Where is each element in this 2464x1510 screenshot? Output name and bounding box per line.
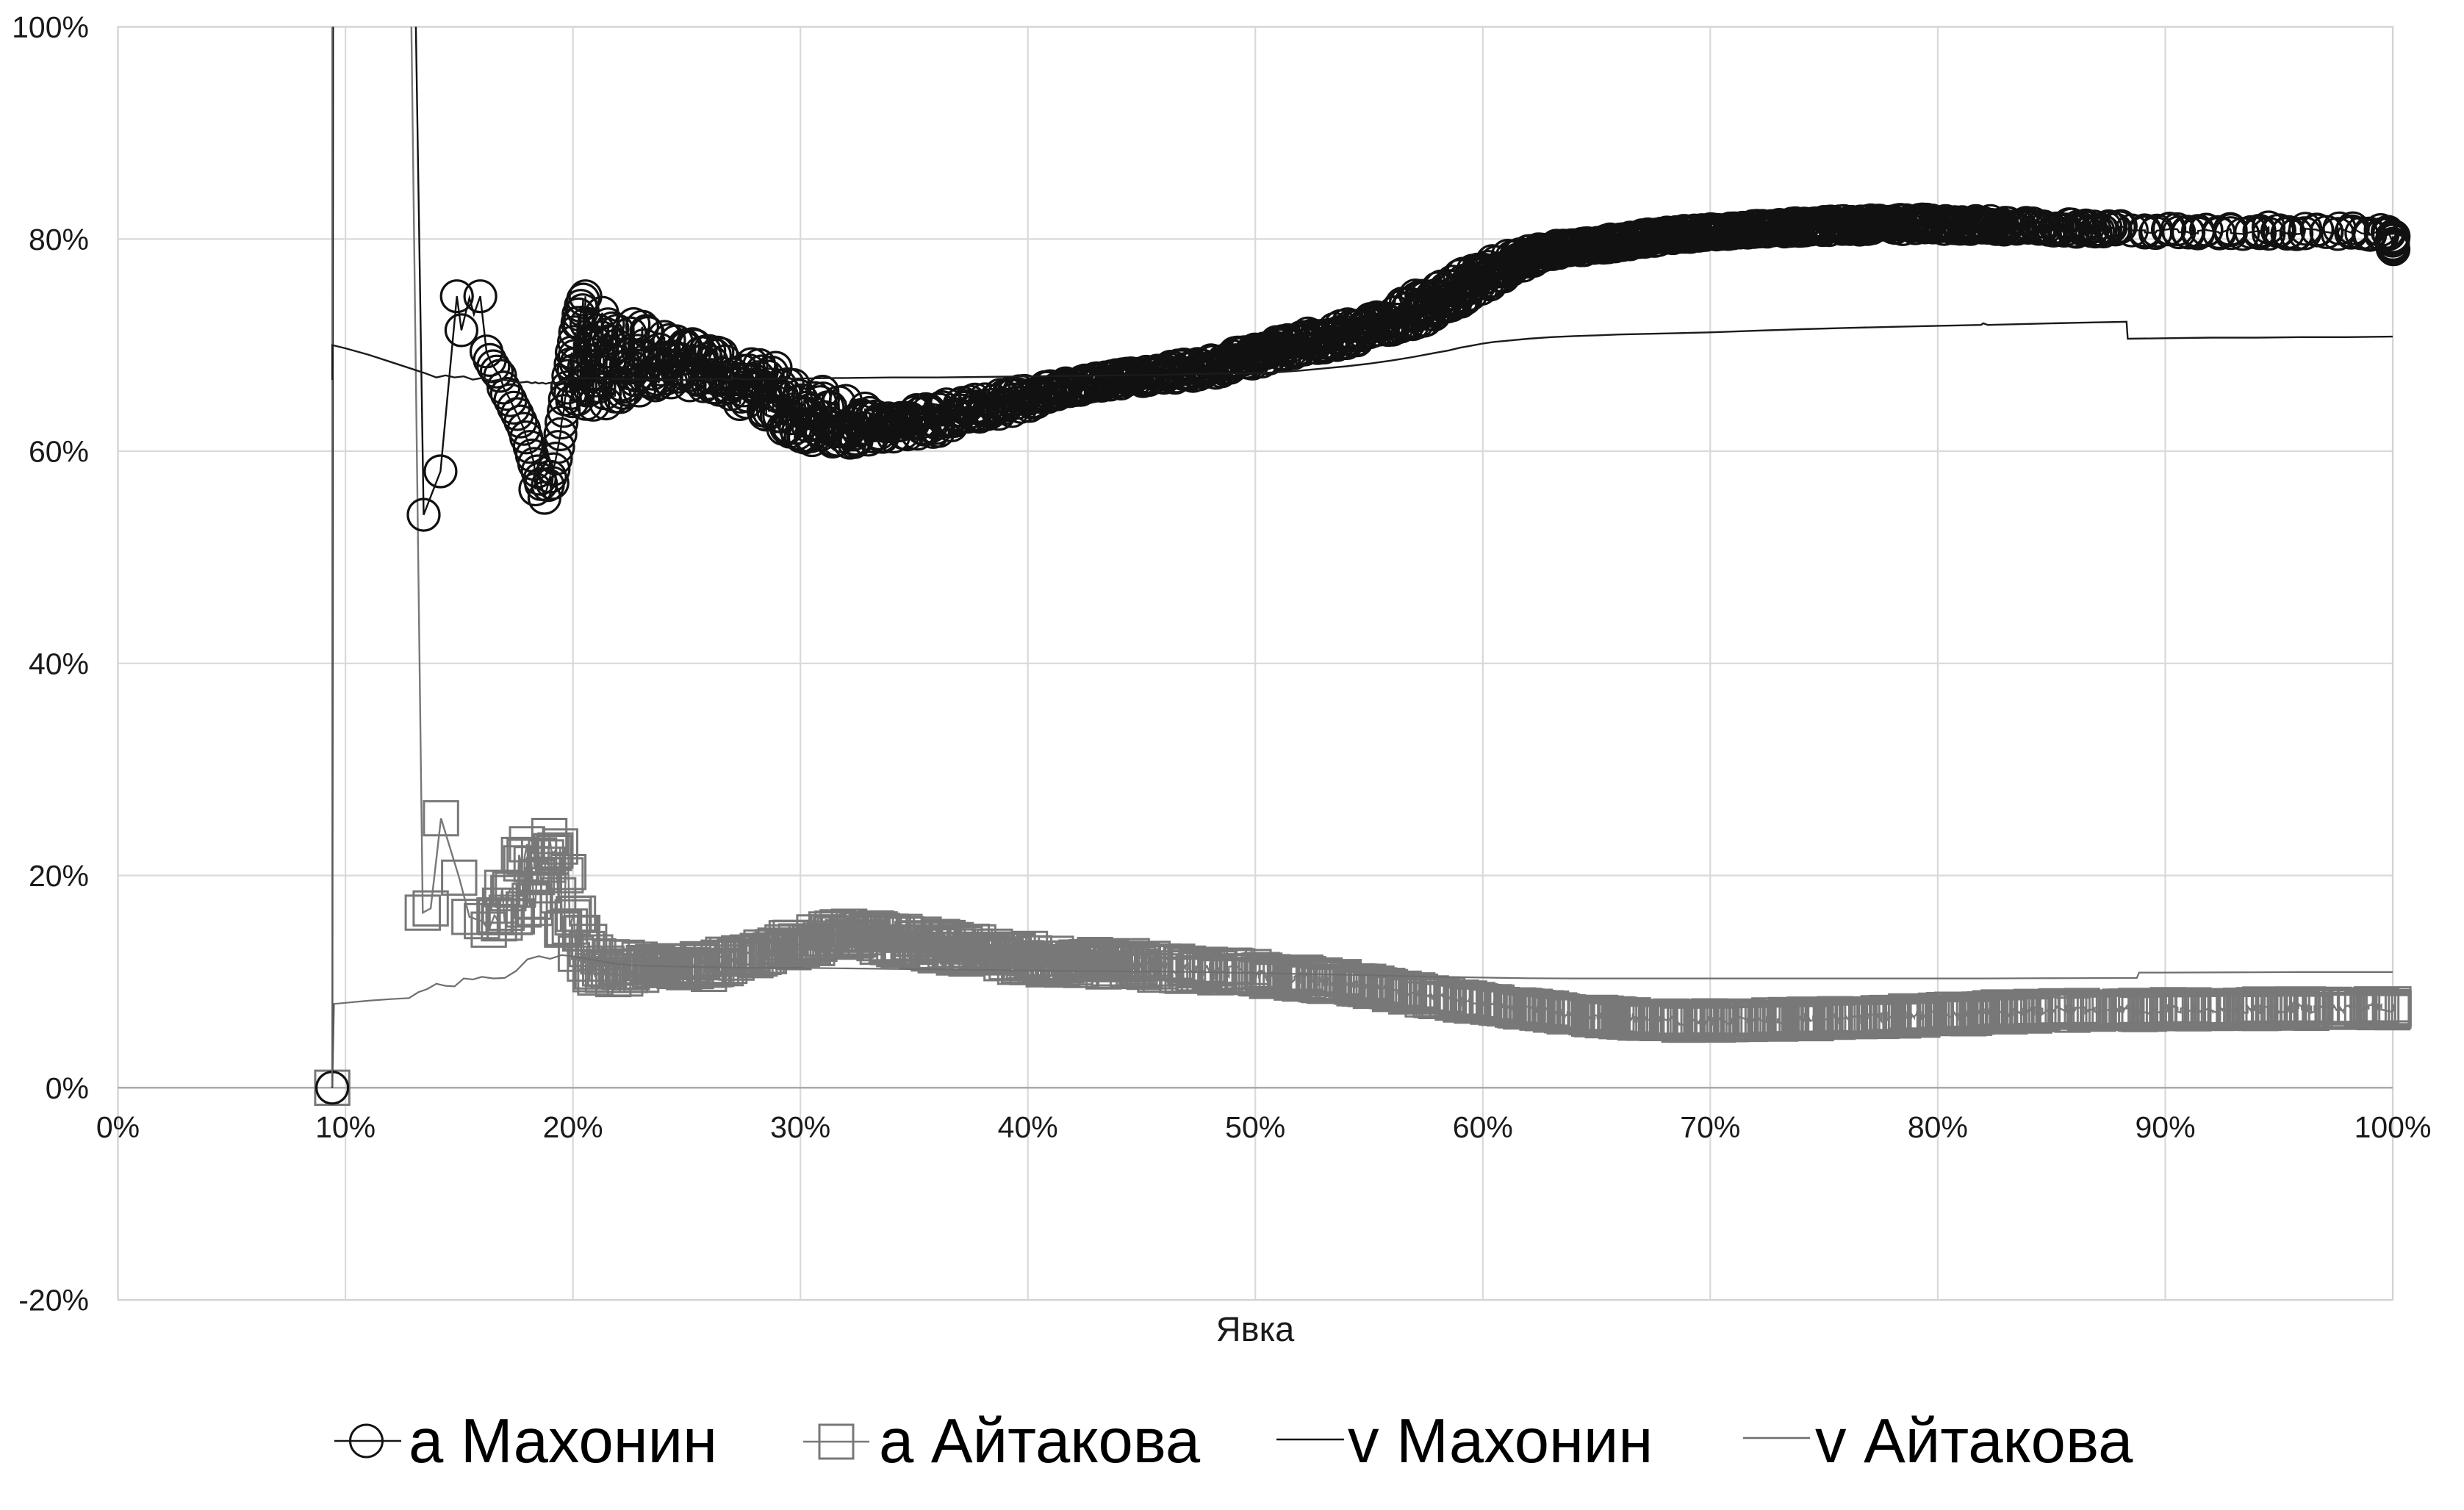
svg-text:а Айтакова: а Айтакова [879,1406,1201,1476]
svg-text:-20%: -20% [18,1284,89,1317]
svg-text:0%: 0% [96,1110,140,1144]
svg-text:а Махонин: а Махонин [409,1406,717,1476]
svg-text:80%: 80% [29,223,89,256]
svg-text:70%: 70% [1680,1110,1740,1144]
svg-text:40%: 40% [29,647,89,680]
svg-text:0%: 0% [46,1071,89,1105]
svg-text:50%: 50% [1225,1110,1285,1144]
svg-text:20%: 20% [543,1110,603,1144]
svg-text:60%: 60% [1453,1110,1513,1144]
svg-text:60%: 60% [29,435,89,469]
svg-text:20%: 20% [29,859,89,893]
svg-text:10%: 10% [315,1110,376,1144]
svg-text:90%: 90% [2135,1110,2195,1144]
svg-text:80%: 80% [1908,1110,1968,1144]
svg-text:40%: 40% [998,1110,1058,1144]
svg-text:v Айтакова: v Айтакова [1815,1406,2133,1476]
svg-text:v Махонин: v Махонин [1348,1406,1653,1476]
svg-text:Явка: Явка [1216,1309,1296,1348]
svg-text:100%: 100% [2355,1110,2432,1144]
svg-text:30%: 30% [770,1110,830,1144]
svg-text:100%: 100% [12,10,89,44]
